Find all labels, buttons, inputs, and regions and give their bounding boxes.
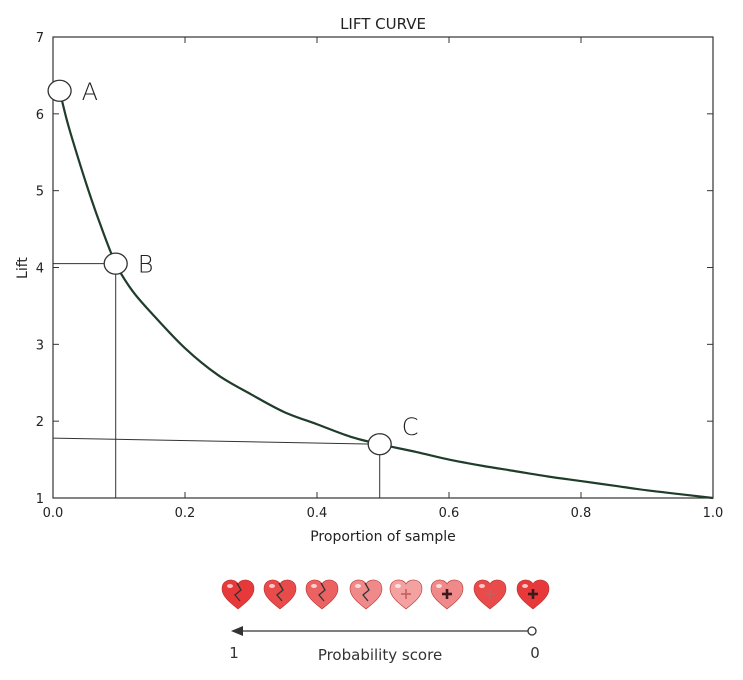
heart-icon bbox=[430, 579, 464, 610]
curve-points: A B C bbox=[47, 78, 419, 456]
reference-lines bbox=[52, 263, 381, 498]
axis-ticks: 0.0 0.2 0.4 0.6 0.8 1.0 1 2 3 4 5 6 7 bbox=[36, 31, 724, 521]
heart-highlight bbox=[269, 584, 275, 588]
x-tick-label: 0.6 bbox=[439, 506, 460, 521]
arrow-left-label: 1 bbox=[229, 644, 239, 662]
x-tick-label: 0.0 bbox=[43, 506, 64, 521]
heart-highlight bbox=[355, 584, 361, 588]
point-c-label: C bbox=[402, 413, 419, 441]
x-tick-label: 0.8 bbox=[571, 506, 592, 521]
point-a-label: A bbox=[82, 78, 98, 106]
heart-crack-mark bbox=[276, 582, 284, 602]
heart-icon bbox=[221, 579, 255, 610]
heart-highlight bbox=[227, 584, 233, 588]
heart-highlight bbox=[311, 584, 317, 588]
arrow-right-label: 0 bbox=[530, 644, 540, 662]
y-tick-label: 7 bbox=[36, 31, 44, 46]
y-tick-label: 3 bbox=[36, 338, 44, 353]
point-b-label: B bbox=[138, 251, 154, 279]
heart-icon bbox=[305, 579, 339, 610]
heart-icon bbox=[263, 579, 297, 610]
point-a-marker bbox=[47, 79, 72, 102]
heart-highlight bbox=[479, 584, 485, 588]
x-tick-label: 0.4 bbox=[307, 506, 328, 521]
heart-icon bbox=[473, 579, 507, 610]
point-b-marker bbox=[103, 252, 128, 275]
y-tick-label: 1 bbox=[36, 492, 44, 507]
curve-layer bbox=[58, 90, 714, 500]
x-tick-label: 1.0 bbox=[703, 506, 724, 521]
arrowhead-left-icon bbox=[231, 626, 243, 636]
heart-icon bbox=[389, 579, 423, 610]
probability-arrow bbox=[231, 626, 537, 636]
lift-curve-line bbox=[58, 90, 714, 500]
heart-crack-mark bbox=[362, 582, 370, 602]
y-tick-label: 4 bbox=[36, 262, 44, 277]
heart-crack-mark bbox=[318, 582, 326, 602]
chart-title: LIFT CURVE bbox=[340, 15, 426, 33]
y-tick-label: 6 bbox=[36, 108, 44, 123]
y-tick-label: 5 bbox=[36, 185, 44, 200]
heart-icon bbox=[349, 579, 383, 610]
arrow-origin-circle bbox=[527, 626, 537, 636]
x-axis-label: Proportion of sample bbox=[310, 529, 456, 545]
hearts-row bbox=[221, 579, 550, 610]
point-c-marker bbox=[367, 433, 392, 456]
heart-highlight bbox=[395, 584, 401, 588]
y-tick-label: 2 bbox=[36, 415, 44, 430]
x-tick-label: 0.2 bbox=[175, 506, 196, 521]
reference-horizontal-line bbox=[52, 437, 380, 445]
heart-crack-mark bbox=[234, 582, 242, 602]
arrow-caption: Probability score bbox=[318, 646, 442, 664]
heart-icon bbox=[516, 579, 550, 610]
heart-highlight bbox=[522, 584, 528, 588]
y-axis-label: Lift bbox=[15, 257, 31, 279]
heart-highlight bbox=[436, 584, 442, 588]
